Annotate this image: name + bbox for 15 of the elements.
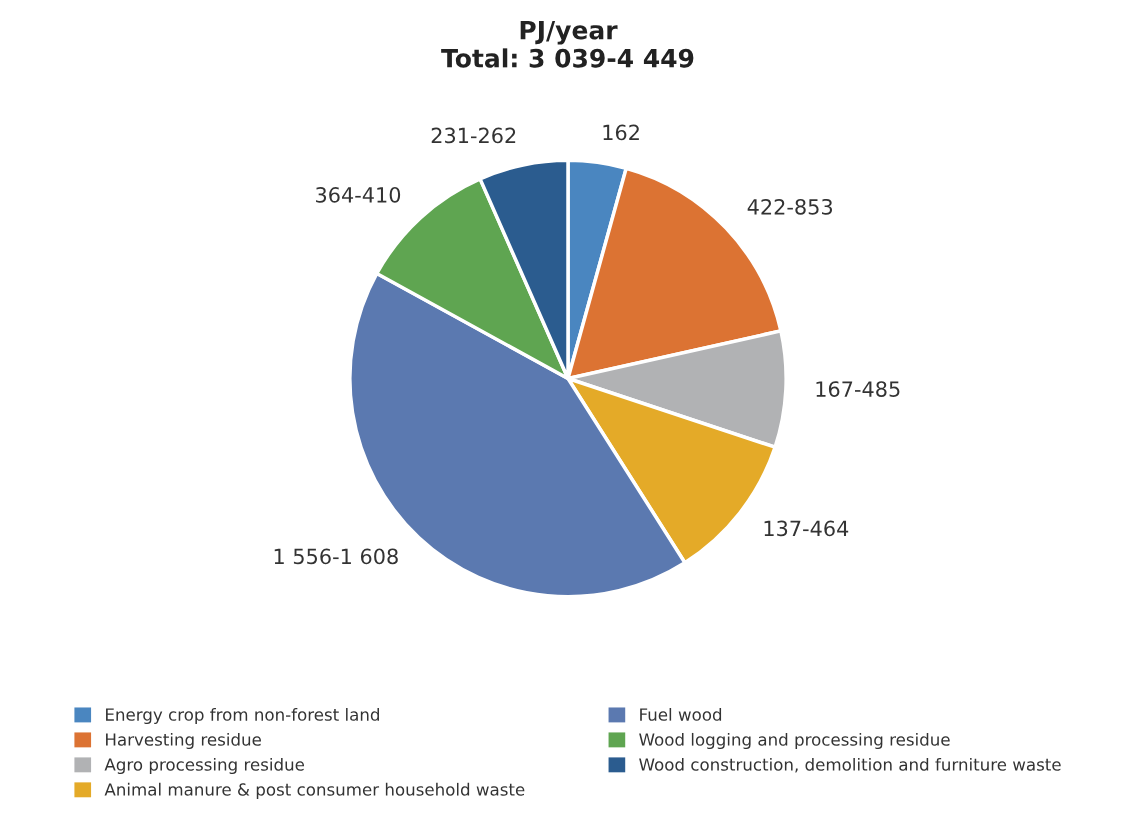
text: 231-262 xyxy=(431,127,516,144)
chart-title: PJ/year Total: 3 039-4 449 xyxy=(441,20,694,68)
text: 162 xyxy=(603,124,639,141)
text: 422-853 xyxy=(747,198,833,215)
text: 1 556-1 608 xyxy=(274,548,398,565)
legend-label: Wood construction, demolition and furniture waste xyxy=(639,757,1061,773)
legend-label: Animal manure & post consumer household waste xyxy=(104,782,525,799)
text: 137-464 xyxy=(764,520,849,537)
legend-label: Energy crop from non-forest land xyxy=(106,707,379,725)
legend-label: Fuel wood xyxy=(640,707,722,721)
legend-label: Harvesting residue xyxy=(106,732,261,750)
legend-label: Wood logging and processing residue xyxy=(639,732,950,750)
legend-label: Agro processing residue xyxy=(104,757,305,775)
text: 364-410 xyxy=(316,186,401,203)
text: 167-485 xyxy=(816,381,900,397)
